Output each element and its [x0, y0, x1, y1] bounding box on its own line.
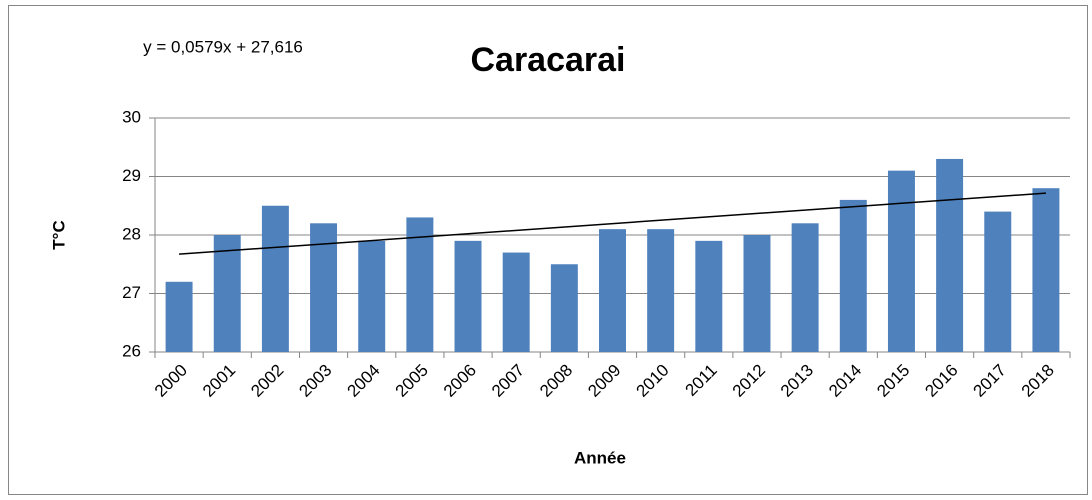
bar [502, 252, 530, 352]
bar [454, 240, 482, 352]
y-tick-label: 27 [122, 283, 141, 302]
y-axis-label: T°C [49, 220, 68, 249]
bar [839, 199, 867, 352]
bar [1032, 188, 1060, 352]
bar [647, 229, 675, 352]
bar [261, 205, 289, 352]
bar [887, 170, 915, 352]
chart-title: Caracarai [470, 41, 625, 79]
bar [550, 264, 578, 352]
x-axis-label: Année [574, 448, 626, 467]
bar [791, 223, 819, 352]
trendline-equation: y = 0,0579x + 27,616 [143, 37, 303, 56]
bar [213, 235, 241, 352]
trendline [179, 192, 1046, 255]
bar [358, 240, 386, 352]
bar [984, 211, 1012, 352]
y-tick-label: 26 [122, 341, 141, 360]
bar [743, 235, 771, 352]
y-tick-label: 28 [122, 224, 141, 243]
y-tick-label: 30 [122, 107, 141, 126]
y-tick-label: 29 [122, 166, 141, 185]
bar [599, 229, 626, 352]
bar [936, 158, 964, 352]
bar [165, 281, 193, 352]
bar [695, 240, 723, 352]
bar [406, 217, 434, 352]
